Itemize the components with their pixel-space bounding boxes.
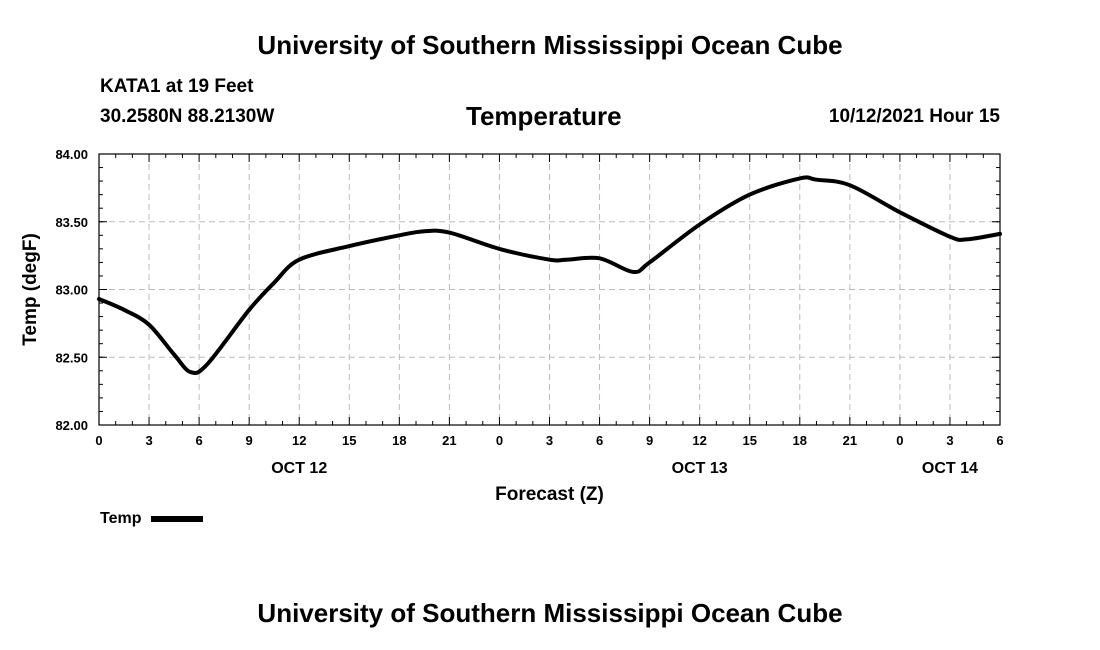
x-tick-label: 6	[996, 433, 1003, 448]
date-label: OCT 14	[922, 460, 978, 477]
chart-main-title: University of Southern Mississippi Ocean…	[257, 30, 843, 60]
x-tick-label: 12	[692, 433, 706, 448]
x-tick-label: 18	[392, 433, 406, 448]
chart-footer-title: University of Southern Mississippi Ocean…	[257, 598, 843, 628]
x-tick-label: 6	[195, 433, 202, 448]
series-line-temp	[97, 175, 1002, 376]
x-tick-label: 0	[95, 433, 102, 448]
y-tick-label: 82.50	[55, 350, 88, 365]
legend-label: Temp	[100, 510, 142, 527]
x-tick-label: 21	[442, 433, 456, 448]
x-tick-label: 3	[145, 433, 152, 448]
x-tick-label: 9	[246, 433, 253, 448]
station-coordinates: 30.2580N 88.2130W	[100, 106, 275, 127]
y-tick-label: 84.00	[55, 147, 88, 162]
x-tick-label: 6	[596, 433, 603, 448]
x-tick-label: 15	[342, 433, 356, 448]
station-label: KATA1 at 19 Feet	[100, 76, 254, 97]
date-label: OCT 13	[672, 460, 728, 477]
legend: Temp	[100, 510, 204, 528]
x-axis-title: Forecast (Z)	[495, 484, 604, 505]
x-tick-label: 12	[292, 433, 306, 448]
y-tick-label: 83.00	[55, 283, 88, 298]
y-axis-title: Temp (degF)	[20, 233, 41, 346]
y-tick-label: 82.00	[55, 418, 88, 433]
forecast-datetime: 10/12/2021 Hour 15	[828, 106, 1000, 127]
x-tick-label: 18	[793, 433, 807, 448]
x-tick-label: 3	[546, 433, 553, 448]
x-tick-label: 0	[496, 433, 503, 448]
x-tick-label: 0	[896, 433, 903, 448]
legend-swatch	[151, 516, 204, 522]
y-tick-label: 83.50	[55, 215, 88, 230]
date-label: OCT 12	[271, 460, 327, 477]
x-tick-label: 21	[843, 433, 857, 448]
x-tick-label: 9	[646, 433, 653, 448]
variable-title: Temperature	[466, 101, 622, 131]
x-tick-label: 3	[946, 433, 953, 448]
x-tick-label: 15	[742, 433, 756, 448]
